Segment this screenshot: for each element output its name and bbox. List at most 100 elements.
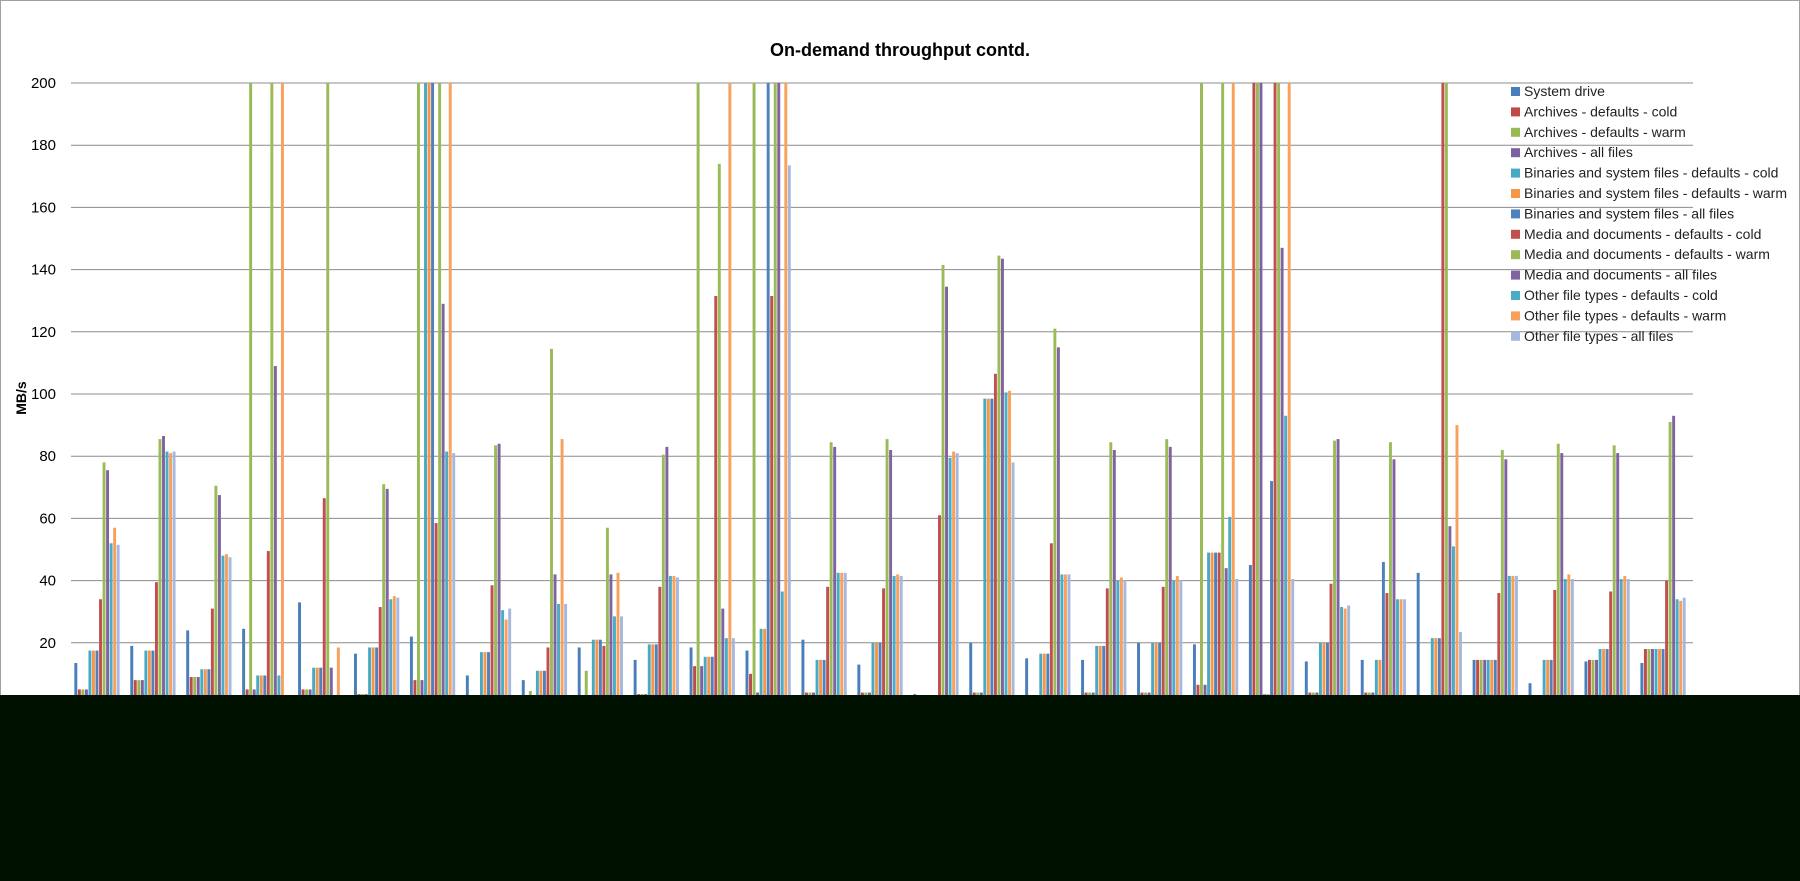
bar: [1493, 659, 1497, 705]
bar: [598, 639, 602, 705]
bar: [1444, 83, 1448, 705]
bar: [479, 652, 483, 705]
bar: [997, 255, 1001, 705]
bar: [1322, 642, 1326, 705]
bar: [1385, 593, 1389, 705]
bar: [375, 647, 379, 705]
bar: [1605, 649, 1609, 705]
bar: [165, 451, 169, 705]
bar: [1273, 83, 1277, 705]
bar: [955, 453, 959, 705]
bar: [1595, 659, 1599, 705]
bar: [1451, 546, 1455, 705]
bar: [1623, 575, 1627, 705]
bar: [1137, 642, 1140, 705]
bar: [1602, 649, 1606, 705]
bar: [787, 165, 791, 705]
bar: [1329, 583, 1333, 705]
bar: [969, 642, 973, 705]
legend-entry: Media and documents - defaults - warm: [1524, 246, 1770, 262]
bar: [1011, 462, 1015, 705]
bar: [1165, 439, 1169, 705]
bar: [431, 83, 435, 705]
y-tick-label: 200: [31, 75, 56, 92]
bar: [882, 588, 886, 706]
bar: [714, 296, 718, 705]
bar: [172, 451, 176, 705]
bar: [1158, 642, 1162, 705]
y-tick-label: 140: [31, 262, 56, 279]
bar: [724, 638, 728, 705]
bar: [225, 554, 228, 705]
bar: [1647, 649, 1651, 705]
bar: [784, 83, 788, 705]
bar: [326, 83, 330, 705]
bar: [1416, 572, 1420, 705]
bar: [207, 669, 211, 705]
bar: [137, 680, 141, 705]
bar: [1235, 579, 1239, 705]
bar: [1675, 599, 1679, 705]
bar: [487, 652, 490, 705]
bar: [263, 675, 267, 705]
bar: [497, 443, 501, 705]
bar: [277, 675, 281, 705]
bar: [203, 669, 207, 705]
bar: [546, 647, 550, 705]
bar: [312, 667, 316, 705]
bar: [651, 644, 655, 705]
bar: [151, 650, 155, 705]
bar: [696, 83, 700, 705]
bar: [672, 575, 676, 705]
legend: System drive Archives - defaults - cold Ar…: [1511, 83, 1787, 344]
bar: [147, 650, 151, 705]
bar: [557, 603, 561, 705]
bar: [1455, 425, 1459, 705]
bar: [189, 677, 193, 705]
bar: [539, 670, 543, 705]
bar: [857, 664, 861, 705]
legend-swatch: [1511, 331, 1520, 341]
bar: [1105, 588, 1109, 706]
bar: [591, 639, 595, 705]
bar: [1672, 415, 1676, 705]
bar: [1612, 445, 1616, 705]
bar: [1640, 663, 1644, 705]
bar: [133, 680, 137, 705]
bar: [840, 572, 844, 705]
bar: [249, 83, 253, 705]
bar: [74, 663, 78, 705]
bar: [1004, 392, 1008, 705]
legend-swatch: [1511, 270, 1520, 280]
bar: [1333, 440, 1336, 705]
bar: [616, 572, 620, 705]
bar: [721, 608, 725, 705]
bar: [228, 557, 232, 705]
bar: [1207, 552, 1211, 705]
bar: [483, 652, 487, 705]
bar: [270, 83, 274, 705]
bar: [745, 650, 749, 705]
y-tick-label: 80: [39, 448, 56, 465]
y-tick-label: 40: [39, 573, 56, 590]
bar: [1098, 645, 1102, 705]
bar: [770, 296, 774, 705]
bar: [1403, 599, 1407, 705]
bar: [1556, 443, 1560, 705]
bar: [952, 451, 956, 705]
legend-entry: System drive: [1524, 83, 1605, 99]
bar: [1179, 580, 1183, 705]
bar: [448, 83, 452, 705]
bar: [833, 446, 837, 705]
bar: [1284, 415, 1288, 705]
bar: [605, 527, 609, 705]
bar: [676, 577, 679, 705]
bar: [1483, 659, 1487, 705]
bar: [1255, 83, 1259, 705]
y-tick-label: 120: [31, 324, 56, 341]
bar: [1619, 579, 1623, 705]
bar: [1154, 642, 1158, 705]
bar: [1511, 575, 1515, 705]
bar: [766, 83, 770, 705]
